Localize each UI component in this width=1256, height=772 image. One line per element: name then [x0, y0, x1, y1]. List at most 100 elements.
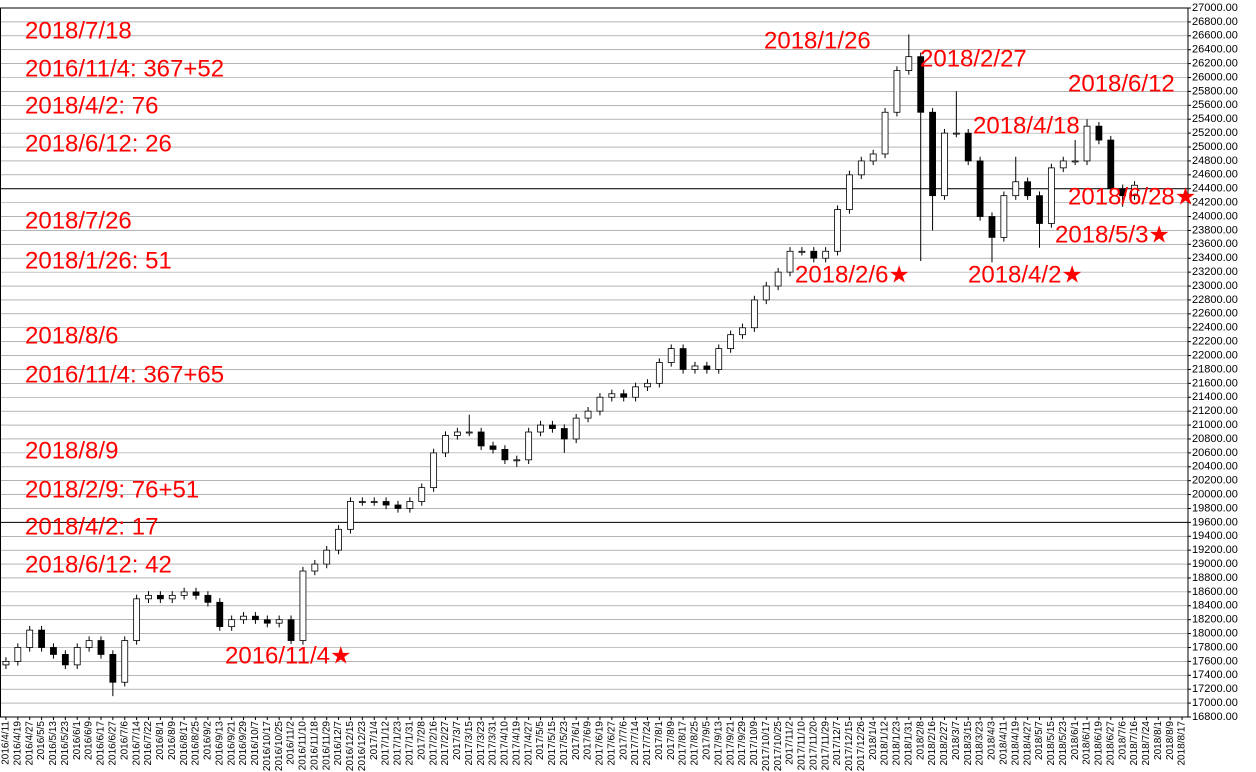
y-tick-label: 23400.00 [1192, 252, 1238, 264]
candle-body [549, 424, 556, 429]
x-tick-label: 2016/12/15 [345, 721, 356, 771]
candle-body [1131, 184, 1138, 197]
x-tick-label: 2017/2/27 [440, 721, 451, 766]
y-tick-label: 19200.00 [1192, 544, 1238, 556]
candle-body [287, 619, 295, 641]
y-tick-label: 22000.00 [1192, 349, 1238, 361]
y-tick-label: 19000.00 [1192, 558, 1238, 570]
x-tick-label: 2016/8/17 [179, 721, 190, 766]
candle-body [715, 348, 723, 370]
y-tick-label: 23200.00 [1192, 266, 1238, 278]
x-tick-label: 2018/5/23 [1058, 721, 1069, 766]
x-tick-label: 2017/9/13 [713, 721, 724, 766]
x-tick-label: 2016/6/27 [108, 721, 119, 766]
x-tick-label: 2018/1/4 [868, 721, 879, 760]
candle-body [26, 629, 34, 648]
y-tick-label: 25000.00 [1192, 141, 1238, 153]
x-tick-label: 2017/3/31 [488, 721, 499, 766]
annotation: 2018/2/6★ [795, 261, 910, 288]
y-tick-label: 24800.00 [1192, 155, 1238, 167]
y-tick-label: 19600.00 [1192, 516, 1238, 528]
candle-body [1036, 195, 1043, 224]
x-tick-label: 2017/11/10 [797, 721, 808, 771]
candle-body [691, 365, 699, 370]
x-tick-label: 2018/2/8 [915, 721, 926, 760]
candle-body [1059, 160, 1067, 169]
x-tick-label: 2017/10/25 [773, 721, 784, 771]
candle-body [584, 410, 592, 419]
x-tick-label: 2017/4/27 [523, 721, 534, 766]
x-tick-label: 2017/6/9 [583, 721, 594, 760]
y-tick-label: 18000.00 [1192, 627, 1238, 639]
candle-body [406, 501, 414, 509]
annotation: 2018/6/12 [1068, 70, 1175, 97]
candle-body [620, 393, 628, 398]
x-tick-label: 2018/1/12 [880, 721, 891, 766]
candle-body [750, 299, 758, 329]
y-tick-label: 25800.00 [1192, 85, 1238, 97]
x-tick-label: 2016/9/2 [203, 721, 214, 760]
y-tick-label: 25200.00 [1192, 127, 1238, 139]
y-tick-label: 24600.00 [1192, 169, 1238, 181]
x-tick-label: 2018/6/11 [1082, 721, 1093, 765]
x-tick-label: 2016/9/29 [238, 721, 249, 766]
x-tick-label: 2016/8/9 [167, 721, 178, 760]
candle-body [762, 285, 770, 301]
candle-body [465, 431, 473, 434]
candle-body [1107, 139, 1115, 190]
candle-body [1000, 195, 1008, 238]
x-tick-label: 2017/8/17 [678, 721, 689, 766]
y-tick-label: 19800.00 [1192, 502, 1238, 514]
x-tick-label: 2017/11/2 [785, 721, 796, 765]
x-tick-label: 2017/5/15 [547, 721, 558, 766]
x-tick-label: 2016/11/2 [286, 721, 297, 765]
annotation: 2018/7/26 [25, 207, 132, 234]
candle-body [240, 615, 247, 621]
annotation: 2018/2/27 [920, 45, 1027, 72]
x-tick-label: 2016/10/7 [250, 721, 261, 766]
x-tick-label: 2016/6/1 [72, 721, 83, 760]
candle-body [418, 487, 426, 502]
annotation: 2016/11/4★ [225, 642, 352, 669]
y-tick-label: 24200.00 [1192, 197, 1238, 209]
annotation: 2018/1/26: 51 [25, 247, 172, 274]
candle-body [252, 615, 259, 621]
y-tick-label: 18800.00 [1192, 572, 1238, 584]
candle-body [1083, 125, 1091, 162]
x-tick-label: 2016/4/19 [12, 721, 23, 766]
candle-body [97, 640, 105, 655]
annotation: 2016/11/4: 367+65 [25, 361, 224, 388]
annotation: 2018/6/12: 42 [25, 551, 172, 578]
y-tick-label: 22400.00 [1192, 322, 1238, 334]
y-tick-label: 20400.00 [1192, 461, 1238, 473]
candle-body [180, 591, 188, 596]
x-tick-label: 2016/8/1 [155, 721, 166, 760]
x-tick-label: 2017/3/23 [476, 721, 487, 766]
y-tick-label: 20800.00 [1192, 433, 1238, 445]
x-tick-label: 2016/7/22 [143, 721, 154, 766]
annotation: 2018/7/18 [25, 17, 132, 44]
annotation: 2018/4/2★ [968, 261, 1083, 288]
candle-body [442, 435, 449, 454]
candle-body [1119, 188, 1127, 197]
plot-border [0, 7, 1189, 718]
candle-body [1095, 125, 1103, 141]
candle-body [905, 56, 913, 71]
candle-body [727, 334, 735, 349]
candle-body [156, 594, 164, 600]
x-tick-label: 2018/1/31 [903, 721, 914, 766]
candle-body [988, 216, 996, 238]
x-tick-label: 2017/6/27 [606, 721, 617, 766]
candle-body [14, 647, 22, 662]
candle-body [572, 417, 580, 440]
candle-body [1024, 181, 1032, 197]
candle-body [608, 393, 616, 398]
y-tick-label: 24000.00 [1192, 210, 1238, 222]
x-tick-label: 2017/11/20 [808, 721, 819, 771]
x-tick-label: 2017/8/1 [654, 721, 665, 760]
x-tick-label: 2018/4/27 [1022, 721, 1033, 766]
x-tick-label: 2018/1/23 [892, 721, 903, 766]
x-tick-label: 2018/6/27 [1105, 721, 1116, 766]
candle-body [798, 250, 806, 253]
x-tick-label: 2016/11/18 [309, 721, 320, 771]
